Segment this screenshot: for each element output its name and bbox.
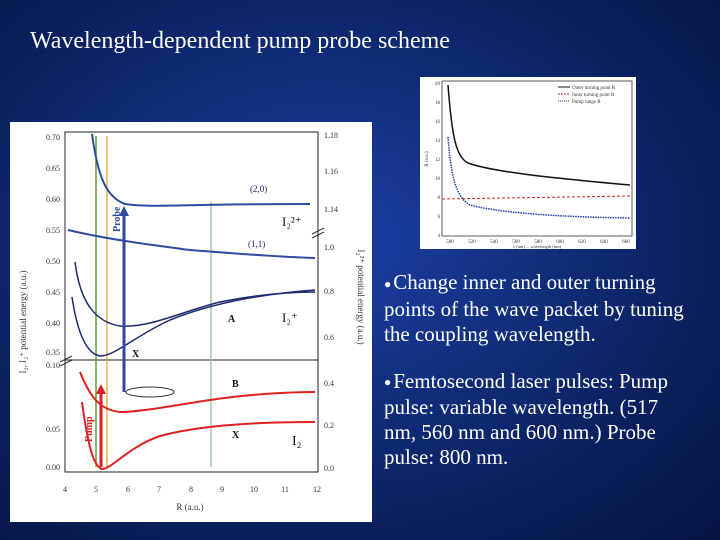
tick-x-10: 10 [250, 485, 258, 494]
tick-x-4: 4 [63, 485, 67, 494]
tick-right-118: 1.18 [324, 131, 338, 140]
label-B: B [232, 379, 239, 390]
bullet-item-1: ●Change inner and outer turning points o… [384, 270, 694, 347]
y-right-axis-label: I₂²⁺ potential energy (a.u.) [356, 249, 366, 344]
rtick-x-8: 660 [622, 240, 630, 245]
label-state-20: (2,0) [250, 184, 267, 194]
label-state-11: (1,1) [248, 239, 265, 249]
curve-20 [91, 133, 311, 207]
tick-right-00: 0.0 [324, 464, 334, 473]
curve-X [81, 401, 316, 471]
label-i2-plus: I₂⁺ [282, 310, 298, 325]
rtick-x-3: 560 [512, 240, 520, 245]
tick-x-5: 5 [94, 485, 98, 494]
tick-left-005: 0.05 [46, 425, 60, 434]
bullet-dot-icon: ● [384, 375, 392, 390]
curve-X-ion [71, 289, 316, 357]
x-axis-label: R (a.u.) [176, 502, 203, 512]
y-left-axis-label: I₂, I₂⁺ potential energy (a.u.) [18, 270, 28, 373]
potential-energy-figure: 0.70 0.65 0.60 0.55 0.50 0.45 0.40 0.35 … [10, 122, 372, 522]
rtick-x-1: 520 [468, 240, 476, 245]
rtick-y-2: 16 [435, 120, 441, 125]
bullet-dot-icon: ● [384, 276, 392, 291]
tick-right-06: 0.6 [324, 333, 334, 342]
rtick-x-5: 600 [556, 240, 564, 245]
rtick-y-3: 14 [435, 139, 441, 144]
legend-outer: Outer turning point R [572, 86, 616, 91]
rtick-y-7: 6 [438, 215, 441, 220]
tick-left-010: 0.10 [46, 361, 60, 370]
slide-title: Wavelength-dependent pump probe scheme [30, 28, 450, 54]
rtick-y-5: 10 [435, 177, 441, 182]
rtick-x-7: 640 [600, 240, 608, 245]
bullet-list: ●Change inner and outer turning points o… [384, 270, 694, 492]
axis-break-left [59, 355, 73, 363]
tick-left-040: 0.40 [46, 319, 60, 328]
axis-break-left-2 [59, 359, 73, 367]
label-pump: Pump [84, 416, 95, 442]
turning-point-plot: Outer turning point R Inner turning poin… [425, 80, 633, 249]
lower-frame [64, 359, 319, 473]
inner-turning-curve [441, 195, 631, 200]
tick-left-035: 0.35 [46, 348, 60, 357]
label-A: A [228, 314, 236, 325]
turning-point-figure: Outer turning point R Inner turning poin… [420, 77, 636, 249]
wavepacket-ellipse [125, 386, 175, 398]
rtick-x-6: 620 [578, 240, 586, 245]
curve-11 [67, 229, 316, 259]
right-x-label: λ (nm) ... wavelength (nm) [513, 244, 562, 249]
tick-right-02: 0.2 [324, 421, 334, 430]
tick-x-7: 7 [157, 485, 161, 494]
potential-energy-plot: 0.70 0.65 0.60 0.55 0.50 0.45 0.40 0.35 … [18, 131, 366, 512]
tick-left-050: 0.50 [46, 257, 60, 266]
tick-left-060: 0.60 [46, 195, 60, 204]
pump-arrowhead [96, 384, 106, 394]
tick-left-045: 0.45 [46, 288, 60, 297]
tick-left-065: 0.65 [46, 164, 60, 173]
bullet-item-2: ●Femtosecond laser pulses: Pump pulse: v… [384, 369, 694, 471]
tick-left-055: 0.55 [46, 226, 60, 235]
tick-x-11: 11 [281, 485, 289, 494]
probe-arrowhead [119, 206, 129, 216]
tick-right-114: 1.14 [324, 205, 338, 214]
rtick-x-4: 580 [534, 240, 542, 245]
rtick-y-4: 12 [435, 158, 441, 163]
legend-inner: Inner turning point R [572, 93, 615, 98]
plot-frame [441, 80, 633, 237]
rtick-y-6: 8 [438, 196, 441, 201]
tick-x-8: 8 [189, 485, 193, 494]
rtick-y-1: 18 [435, 101, 441, 106]
bullet-text-2: Femtosecond laser pulses: Pump pulse: va… [384, 368, 668, 470]
tick-right-08: 0.8 [324, 287, 334, 296]
label-i2: I₂ [292, 434, 302, 449]
pump-range-curve [447, 136, 631, 219]
rtick-x-2: 540 [490, 240, 498, 245]
tick-right-04: 0.4 [324, 379, 334, 388]
tick-x-6: 6 [126, 485, 130, 494]
legend-pump: Pump range R [572, 100, 601, 105]
label-X: X [232, 430, 240, 441]
right-y-label: R (a.u.) [425, 151, 430, 166]
tick-x-9: 9 [220, 485, 224, 494]
tick-x-12: 12 [313, 485, 321, 494]
axis-break-right-2 [311, 231, 325, 239]
rtick-x-0: 500 [446, 240, 454, 245]
rtick-y-8: 4 [438, 234, 441, 239]
tick-left-070: 0.70 [46, 133, 60, 142]
curve-B [79, 371, 316, 414]
tick-right-10: 1.0 [324, 243, 334, 252]
tick-left-000: 0.00 [46, 463, 60, 472]
upper-frame [64, 131, 319, 361]
axis-break-right [311, 227, 325, 235]
outer-turning-curve [447, 84, 631, 186]
bullet-text-1: Change inner and outer turning points of… [384, 270, 684, 346]
label-probe: Probe [112, 206, 123, 232]
label-i2-2plus: I₂²⁺ [282, 214, 302, 229]
rtick-y-0: 20 [435, 82, 441, 87]
tick-right-116: 1.16 [324, 167, 338, 176]
label-X-ion: X [132, 349, 140, 360]
